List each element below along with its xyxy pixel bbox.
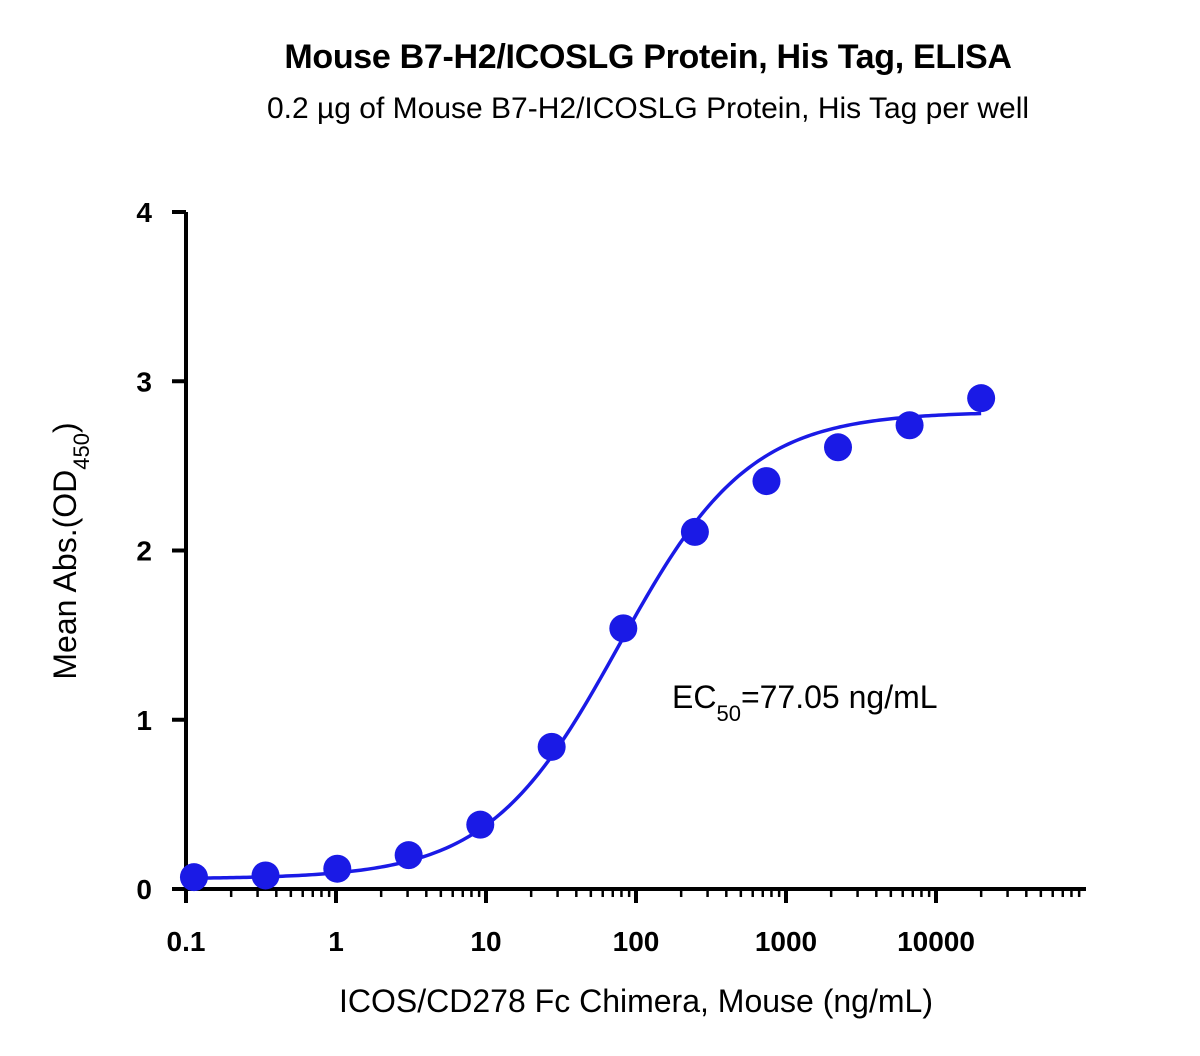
data-point xyxy=(537,732,566,761)
data-point xyxy=(824,433,853,462)
data-point xyxy=(251,861,280,890)
data-point xyxy=(466,810,495,839)
data-point xyxy=(179,863,208,892)
y-axis-title-subscript: 450 xyxy=(69,433,94,470)
ec50-annotation: EC50=77.05 ng/mL xyxy=(672,679,938,726)
x-tick-label: 100 xyxy=(613,926,660,957)
y-tick-label: 4 xyxy=(136,197,152,228)
chart-subtitle: 0.2 µg of Mouse B7-H2/ICOSLG Protein, Hi… xyxy=(266,92,1030,125)
ec50-value: =77.05 ng/mL xyxy=(741,679,938,715)
x-tick-label: 1 xyxy=(328,926,344,957)
y-tick-label: 1 xyxy=(136,705,152,736)
data-point xyxy=(323,854,352,883)
data-point xyxy=(895,411,924,440)
y-axis-title-close: ) xyxy=(47,422,83,433)
x-tick-label: 0.1 xyxy=(167,926,206,957)
chart-axes: 0 1 2 3 4 0.1 1 10 100 1000 10000 xyxy=(136,197,1086,957)
y-tick-label: 0 xyxy=(136,874,152,905)
data-point xyxy=(609,614,638,643)
ec50-subscript: 50 xyxy=(716,701,740,726)
x-axis-title: ICOS/CD278 Fc Chimera, Mouse (ng/mL) xyxy=(339,983,933,1019)
y-tick-label: 3 xyxy=(136,366,152,397)
fit-curve-layer xyxy=(193,411,982,880)
data-point xyxy=(394,841,423,870)
y-axis-title: Mean Abs.(OD450) xyxy=(47,422,94,679)
x-tick-label: 10 xyxy=(470,926,501,957)
ec50-prefix: EC xyxy=(672,679,716,715)
fit-curve xyxy=(193,411,982,880)
y-axis-title-main: Mean Abs.(OD xyxy=(47,470,83,680)
data-point xyxy=(752,467,781,496)
y-tick-label: 2 xyxy=(136,536,152,567)
data-points-layer xyxy=(179,384,996,892)
x-tick-label: 10000 xyxy=(897,926,975,957)
x-tick-label: 1000 xyxy=(755,926,817,957)
data-point xyxy=(680,517,709,546)
data-point xyxy=(967,384,996,413)
chart-title: Mouse B7-H2/ICOSLG Protein, His Tag, ELI… xyxy=(284,38,1012,76)
